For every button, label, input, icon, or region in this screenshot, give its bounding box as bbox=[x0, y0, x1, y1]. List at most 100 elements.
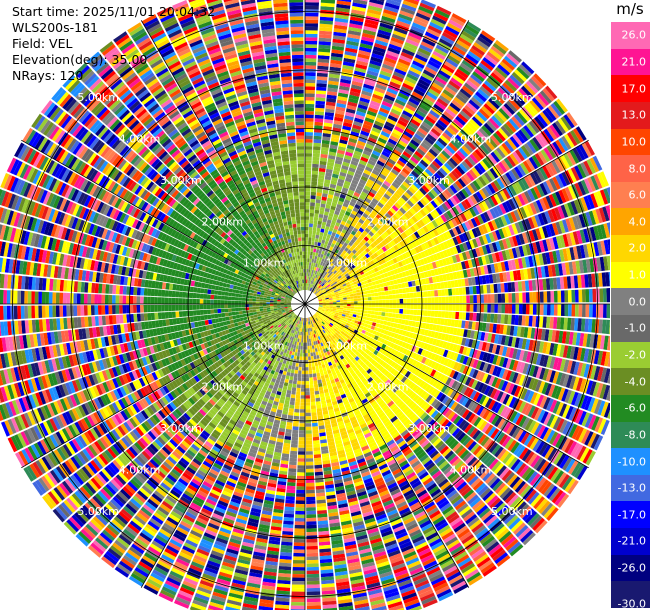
velocity-gate bbox=[406, 315, 410, 320]
velocity-gate bbox=[382, 308, 386, 312]
velocity-gate bbox=[349, 291, 353, 294]
velocity-gate bbox=[357, 312, 361, 315]
velocity-gate bbox=[427, 291, 431, 297]
velocity-gate bbox=[470, 304, 474, 312]
velocity-gate bbox=[526, 304, 530, 314]
velocity-gate bbox=[400, 299, 404, 304]
velocity-gate bbox=[305, 150, 312, 154]
velocity-gate bbox=[305, 223, 309, 227]
velocity-gate bbox=[494, 304, 498, 313]
velocity-gate bbox=[424, 298, 428, 304]
velocity-gate bbox=[347, 297, 351, 299]
velocity-gate bbox=[305, 41, 317, 45]
velocity-gate bbox=[421, 304, 425, 310]
velocity-gate bbox=[315, 238, 319, 242]
velocity-gate bbox=[403, 299, 407, 304]
velocity-gate bbox=[329, 301, 333, 303]
velocity-gate bbox=[378, 292, 382, 296]
velocity-gate bbox=[306, 276, 308, 280]
velocity-gate bbox=[420, 310, 424, 316]
velocity-gate bbox=[305, 143, 313, 147]
velocity-gate bbox=[318, 362, 322, 366]
velocity-gate bbox=[477, 304, 481, 312]
velocity-gate bbox=[386, 300, 390, 304]
velocity-gate bbox=[547, 291, 551, 302]
velocity-gate bbox=[519, 304, 523, 314]
velocity-gate bbox=[343, 310, 347, 313]
velocity-gate bbox=[305, 132, 313, 136]
velocity-gate bbox=[487, 285, 491, 294]
velocity-gate bbox=[372, 304, 376, 307]
velocity-gate bbox=[459, 288, 463, 296]
velocity-gate bbox=[498, 294, 502, 303]
velocity-gate bbox=[364, 307, 368, 310]
velocity-gate bbox=[353, 312, 357, 315]
velocity-gate bbox=[305, 244, 308, 248]
velocity-gate bbox=[316, 192, 322, 196]
velocity-gate bbox=[305, 107, 314, 111]
velocity-gate bbox=[310, 202, 315, 206]
velocity-gate bbox=[340, 308, 344, 310]
velocity-gate bbox=[494, 314, 498, 323]
velocity-gate bbox=[336, 306, 340, 308]
velocity-gate bbox=[399, 309, 403, 314]
velocity-gate bbox=[459, 312, 463, 320]
velocity-gate bbox=[357, 298, 361, 301]
velocity-gate bbox=[364, 294, 368, 297]
velocity-gate bbox=[424, 304, 428, 310]
velocity-gate bbox=[363, 288, 367, 292]
velocity-gate bbox=[374, 315, 378, 319]
velocity-gate bbox=[456, 304, 460, 311]
velocity-gate bbox=[307, 262, 309, 266]
velocity-gate bbox=[578, 290, 582, 303]
velocity-gate bbox=[396, 304, 400, 308]
velocity-gate bbox=[550, 304, 554, 316]
velocity-gate bbox=[463, 296, 467, 304]
velocity-gate bbox=[431, 304, 435, 310]
velocity-gate bbox=[305, 58, 316, 62]
velocity-gate bbox=[572, 304, 576, 317]
velocity-gate bbox=[536, 292, 540, 303]
velocity-gate bbox=[381, 291, 385, 295]
velocity-gate bbox=[305, 118, 314, 122]
velocity-gate bbox=[494, 284, 498, 293]
velocity-gate bbox=[515, 315, 519, 325]
velocity-gate bbox=[363, 313, 367, 317]
velocity-gate bbox=[586, 304, 590, 317]
velocity-gate bbox=[400, 304, 404, 309]
velocity-gate bbox=[305, 90, 315, 94]
velocity-gate bbox=[368, 311, 372, 314]
velocity-gate bbox=[491, 294, 495, 303]
velocity-gate bbox=[313, 153, 320, 157]
velocity-gate bbox=[375, 304, 379, 307]
velocity-gate bbox=[311, 185, 317, 189]
velocity-gate bbox=[431, 297, 435, 303]
velocity-gate bbox=[313, 157, 320, 161]
velocity-gate bbox=[582, 289, 586, 302]
velocity-gate bbox=[487, 304, 491, 313]
velocity-gate bbox=[402, 288, 406, 293]
velocity-gate bbox=[305, 55, 317, 59]
velocity-gate bbox=[470, 295, 474, 303]
velocity-gate bbox=[365, 301, 369, 304]
velocity-gate bbox=[336, 300, 340, 302]
velocity-gate bbox=[547, 304, 551, 315]
velocity-gate bbox=[305, 230, 308, 234]
velocity-gate bbox=[361, 298, 365, 301]
velocity-gate bbox=[350, 299, 354, 301]
velocity-gate bbox=[340, 306, 344, 308]
velocity-gate bbox=[315, 115, 324, 119]
velocity-gate bbox=[365, 304, 369, 307]
velocity-gate bbox=[309, 216, 313, 220]
velocity-gate bbox=[599, 288, 603, 302]
velocity-gate bbox=[456, 296, 460, 303]
velocity-gate bbox=[343, 308, 347, 310]
velocity-gate bbox=[350, 294, 354, 297]
velocity-gate bbox=[305, 69, 316, 73]
velocity-gate bbox=[543, 304, 547, 315]
velocity-gate bbox=[353, 290, 357, 293]
velocity-gate bbox=[579, 304, 583, 317]
velocity-gate bbox=[511, 315, 515, 325]
velocity-gate bbox=[384, 287, 388, 291]
velocity-gate bbox=[501, 314, 505, 323]
